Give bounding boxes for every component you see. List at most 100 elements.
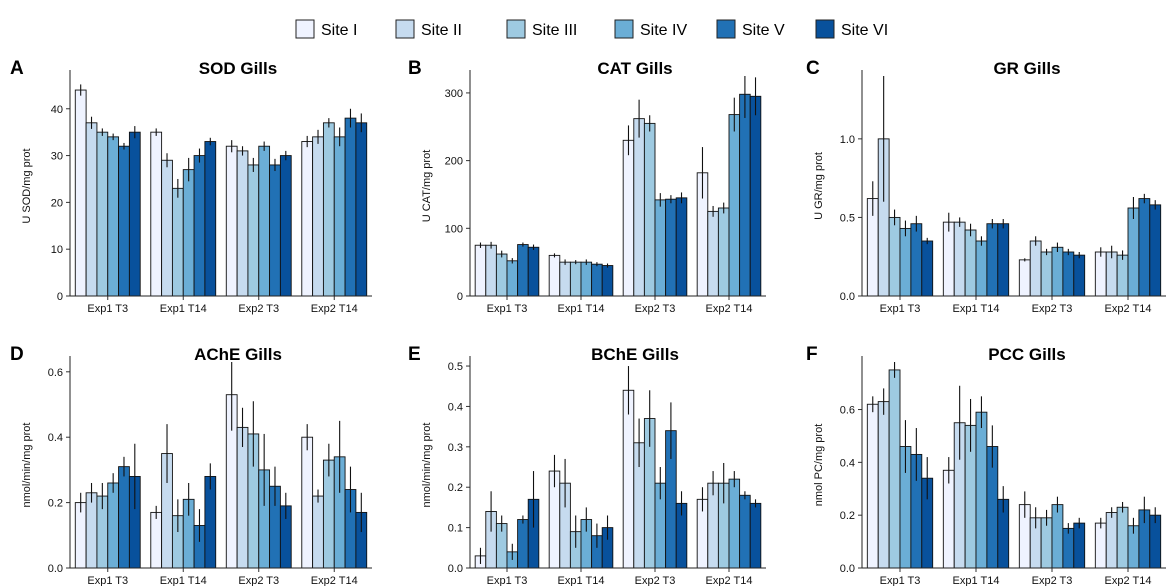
x-tick-label: Exp1 T3 — [87, 575, 128, 586]
bar — [601, 265, 614, 297]
bar — [107, 136, 120, 297]
bar — [739, 494, 751, 569]
chart-panel-f: F PCC Gills 0.0 0.2 0.4 0.6 nmol PC/mg prot Exp… — [806, 344, 1166, 586]
x-tick-label: Exp2 T14 — [706, 575, 753, 586]
bar — [204, 475, 217, 569]
bar — [953, 221, 966, 297]
panel-letter: B — [408, 58, 422, 79]
bar — [161, 159, 173, 297]
bar — [1105, 251, 1118, 297]
y-tick-label: 30 — [51, 151, 63, 163]
bar — [236, 426, 249, 569]
bar — [1127, 207, 1140, 297]
bar — [1073, 522, 1086, 569]
bar — [301, 141, 314, 297]
bar — [559, 261, 571, 297]
bar — [1116, 506, 1129, 569]
bar — [150, 511, 163, 569]
bar — [150, 131, 163, 297]
panel-title: PCC Gills — [988, 345, 1065, 364]
bar — [333, 136, 346, 297]
y-tick-label: 0.4 — [48, 432, 63, 444]
bar — [997, 223, 1010, 297]
bar — [580, 261, 593, 297]
y-tick-label: 0.2 — [840, 510, 855, 522]
bar — [527, 246, 540, 297]
x-tick-label: Exp2 T14 — [311, 575, 358, 586]
panel-title: SOD Gills — [199, 59, 277, 78]
x-tick-label: Exp1 T3 — [880, 575, 921, 586]
bar — [622, 139, 635, 297]
bar — [633, 118, 645, 297]
panel-title: CAT Gills — [597, 59, 672, 78]
bar — [312, 136, 324, 297]
chart-panel-c: C GR Gills 0.0 0.5 1.0 U GR/mg prot Exp1 T3 Exp… — [806, 58, 1166, 315]
bar — [1105, 512, 1118, 569]
x-tick-label: Exp1 T3 — [487, 303, 528, 315]
bar — [1051, 504, 1064, 569]
x-tick-label: Exp1 T14 — [160, 303, 207, 315]
bar — [236, 150, 249, 297]
bar — [749, 502, 762, 569]
panel-letter: E — [408, 344, 421, 365]
panel-letter: A — [10, 58, 24, 79]
bar — [85, 492, 98, 569]
y-axis-label: nmol/min/mg prot — [421, 423, 433, 508]
bar — [204, 141, 217, 297]
legend-swatch — [815, 19, 835, 39]
chart-panel-a: A SOD Gills 0 10 20 30 40 U SOD/mg prot Exp1 T3 E… — [10, 58, 372, 315]
x-tick-label: Exp1 T3 — [87, 303, 128, 315]
legend-label: Site III — [532, 22, 577, 39]
bar — [322, 122, 335, 297]
y-tick-label: 0.2 — [48, 498, 63, 510]
legend-label: Site VI — [841, 22, 888, 39]
panel-title: BChE Gills — [591, 345, 679, 364]
chart-panel-e: E BChE Gills 0.0 0.1 0.2 0.3 0.4 0.5 nmol/min/mg… — [408, 344, 766, 586]
x-tick-label: Exp1 T14 — [953, 575, 1000, 586]
bar — [739, 93, 751, 297]
bar — [888, 369, 901, 569]
legend-label: Site II — [421, 22, 462, 39]
y-tick-label: 1.0 — [840, 134, 855, 146]
bar — [128, 131, 141, 297]
bar — [942, 469, 955, 569]
x-tick-label: Exp2 T3 — [238, 575, 279, 586]
bar — [975, 240, 988, 297]
bar — [675, 197, 688, 297]
bar — [74, 89, 87, 297]
bar — [975, 411, 988, 569]
x-tick-label: Exp1 T3 — [487, 575, 528, 586]
bar — [749, 95, 762, 297]
bar — [921, 240, 934, 297]
y-tick-label: 0.2 — [448, 482, 463, 494]
legend: Site I Site II Site III Site IV Site V Site V… — [295, 19, 888, 39]
y-axis-label: nmol PC/mg prot — [813, 424, 825, 507]
y-tick-label: 0.6 — [840, 405, 855, 417]
y-tick-label: 300 — [445, 88, 463, 100]
bar — [728, 478, 741, 569]
bar — [1094, 522, 1107, 569]
bar — [866, 403, 879, 569]
bar — [569, 261, 582, 297]
panel-letter: F — [806, 344, 818, 365]
x-tick-label: Exp1 T3 — [880, 303, 921, 315]
bar — [1029, 240, 1042, 297]
bar — [1073, 254, 1086, 297]
bar — [118, 145, 130, 297]
bar — [899, 227, 912, 297]
y-tick-label: 10 — [51, 244, 63, 256]
y-tick-label: 0 — [57, 291, 63, 303]
bar — [85, 122, 98, 297]
bar — [591, 263, 603, 297]
y-tick-label: 40 — [51, 104, 63, 116]
bar — [1051, 246, 1064, 297]
y-tick-label: 0.5 — [840, 212, 855, 224]
x-tick-label: Exp2 T3 — [635, 303, 676, 315]
x-tick-label: Exp1 T14 — [160, 575, 207, 586]
bar — [728, 114, 741, 297]
bar — [182, 169, 195, 297]
bar — [1138, 198, 1151, 297]
bar — [1062, 527, 1075, 569]
